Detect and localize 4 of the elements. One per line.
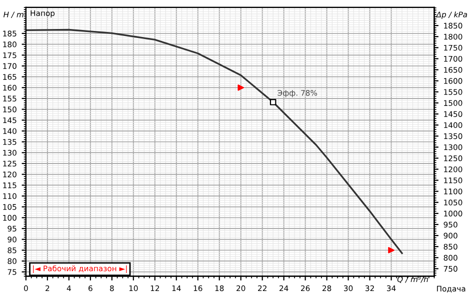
point xyxy=(388,247,394,254)
line-series xyxy=(26,28,403,254)
point xyxy=(270,98,276,106)
point xyxy=(238,84,244,91)
